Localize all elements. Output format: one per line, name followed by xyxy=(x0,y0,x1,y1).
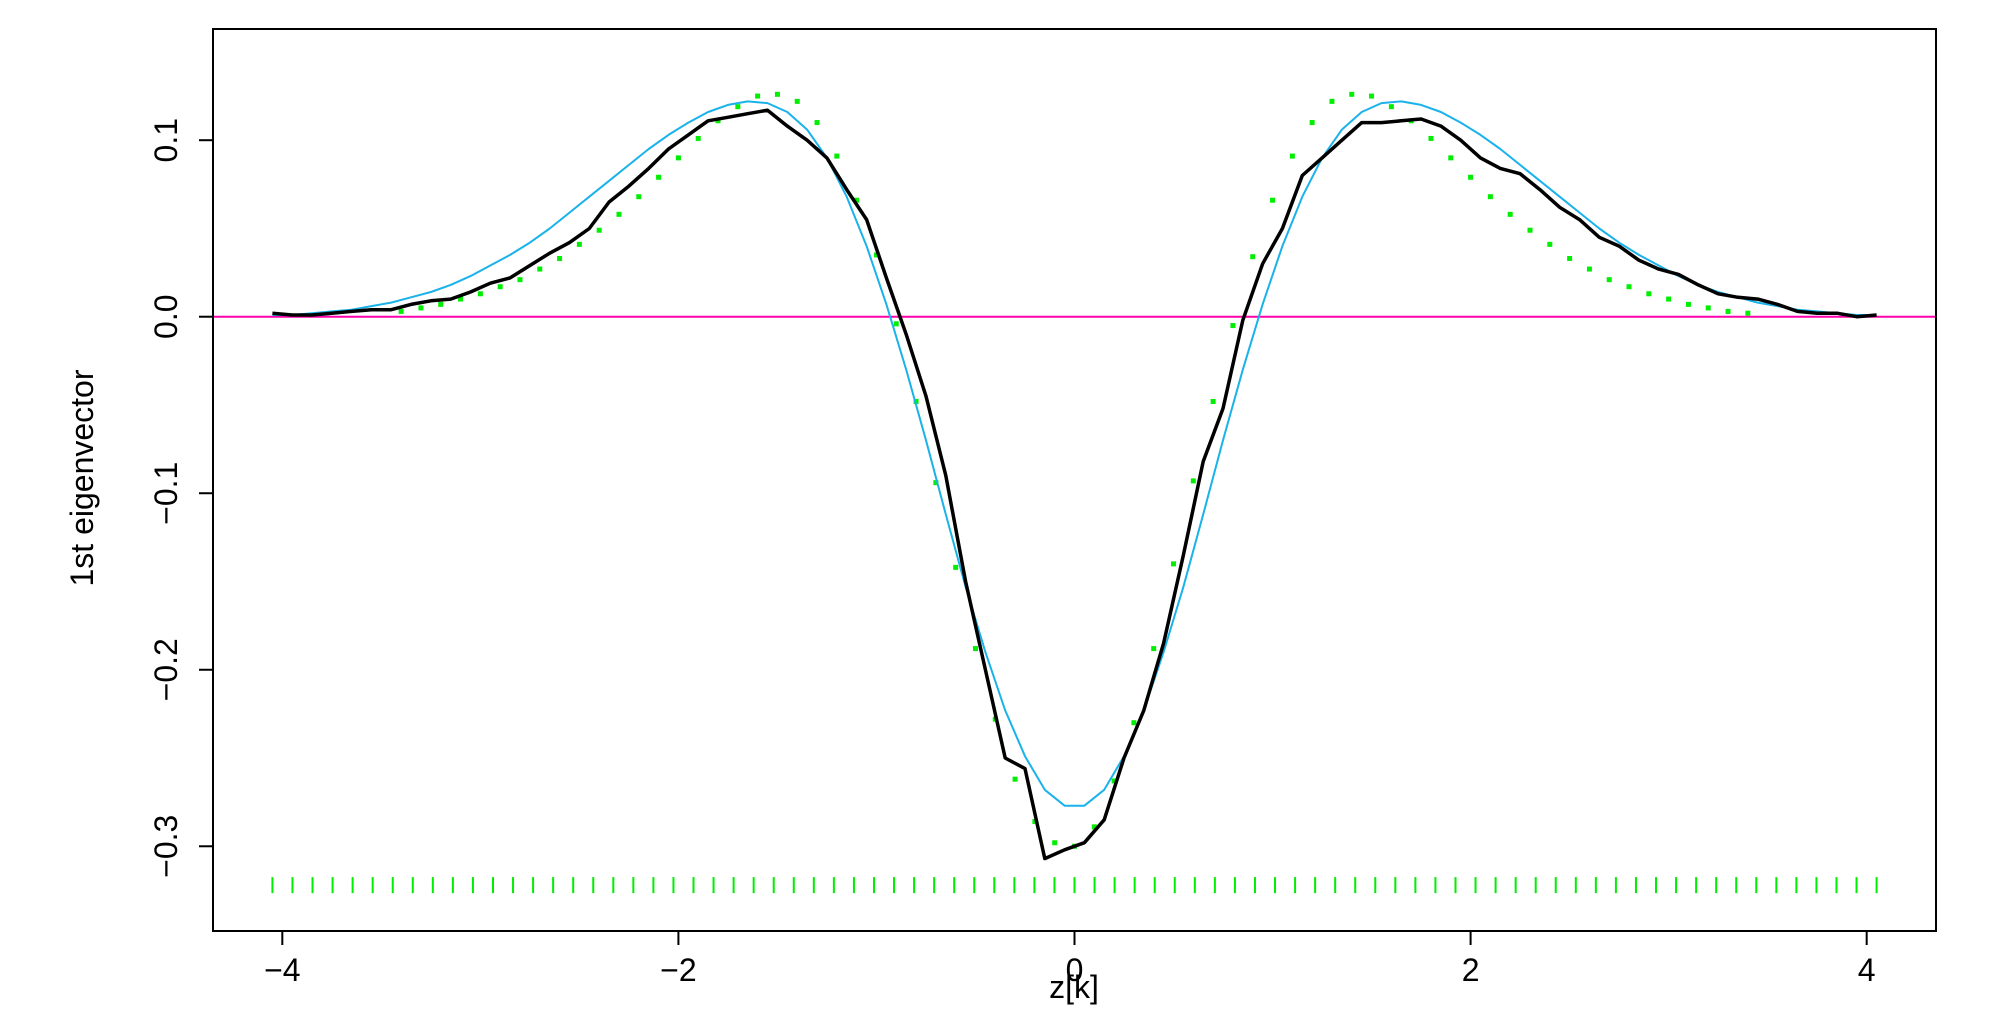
dotted-series-point xyxy=(616,211,622,217)
dotted-series-point xyxy=(458,296,464,302)
y-axis-label: 1st eigenvector xyxy=(64,369,100,586)
dotted-series-point xyxy=(1171,561,1177,567)
dotted-series-point xyxy=(1349,91,1355,97)
dotted-series-point xyxy=(1289,153,1295,159)
dotted-series-point xyxy=(1725,308,1731,314)
dotted-series-point xyxy=(1388,104,1394,110)
dotted-series-point xyxy=(1567,255,1573,261)
dotted-series-point xyxy=(1250,254,1256,260)
dotted-series-point xyxy=(1586,266,1592,272)
dotted-series-point xyxy=(1547,241,1553,247)
dotted-series-point xyxy=(1131,720,1137,726)
dotted-series-point xyxy=(1448,155,1454,161)
dotted-series-point xyxy=(1606,277,1612,283)
dotted-series-point xyxy=(537,266,543,272)
x-axis-label: z[k] xyxy=(1049,969,1099,1005)
y-tick-label: −0.2 xyxy=(148,638,184,701)
dotted-series-point xyxy=(557,255,563,261)
dotted-series-point xyxy=(1468,174,1474,180)
y-axis: −0.3 −0.2 −0.1 0.0 0.1 xyxy=(148,118,213,878)
x-tick-label: 2 xyxy=(1462,952,1480,988)
dotted-series-point xyxy=(1210,398,1216,404)
dotted-series-point xyxy=(854,197,860,203)
dotted-series-point xyxy=(972,646,978,652)
dotted-series-point xyxy=(1428,135,1434,141)
x-tick-label: 0 xyxy=(1066,952,1084,988)
dotted-series-point xyxy=(794,98,800,104)
dotted-series-point xyxy=(1745,310,1751,316)
dotted-series-point xyxy=(1190,478,1196,484)
dotted-series-point xyxy=(1091,824,1097,830)
dotted-series-point xyxy=(1230,323,1236,329)
dotted-series-point xyxy=(1329,98,1335,104)
dotted-series-point xyxy=(953,564,959,570)
y-tick-label: −0.1 xyxy=(148,462,184,525)
x-axis: −4 −2 0 2 4 xyxy=(264,931,1876,988)
dotted-series-point xyxy=(695,135,701,141)
dotted-series-point xyxy=(398,308,404,314)
dotted-series-point xyxy=(893,321,899,327)
dotted-series-point xyxy=(1646,291,1652,297)
dotted-series-point xyxy=(497,284,503,290)
rug-ticks xyxy=(271,877,1878,894)
y-tick-label: −0.3 xyxy=(148,815,184,878)
dotted-series-point xyxy=(1151,646,1157,652)
dotted-series-point xyxy=(774,91,780,97)
dotted-series-point xyxy=(735,104,741,110)
x-tick-label: −2 xyxy=(660,952,696,988)
series-lines xyxy=(272,91,1877,861)
dotted-series-point xyxy=(1705,305,1711,311)
dotted-series-point xyxy=(576,241,582,247)
dotted-series-point xyxy=(675,155,681,161)
smooth-eigenvector-line xyxy=(272,100,1877,807)
dotted-series-point xyxy=(1507,211,1513,217)
dotted-series-point xyxy=(834,153,840,159)
dotted-series-point xyxy=(873,252,879,258)
y-tick-label: 0.0 xyxy=(148,294,184,338)
dotted-series-point xyxy=(1369,93,1375,99)
dotted-series-point xyxy=(814,120,820,126)
dotted-series-point xyxy=(1527,227,1533,233)
dotted-series-point xyxy=(933,480,939,486)
estimated-eigenvector-line xyxy=(272,108,1877,861)
y-tick-label: 0.1 xyxy=(148,118,184,162)
dotted-series-point xyxy=(755,93,761,99)
dotted-series-point xyxy=(517,277,523,283)
dotted-series-point xyxy=(636,194,642,200)
x-tick-label: −4 xyxy=(264,952,300,988)
dotted-series-point xyxy=(438,301,444,307)
dotted-series-point xyxy=(1487,194,1493,200)
dotted-series-point xyxy=(1012,776,1018,782)
dotted-series-point xyxy=(1052,840,1058,846)
dotted-series-point xyxy=(1626,284,1632,290)
x-tick-label: 4 xyxy=(1858,952,1876,988)
dotted-series-point xyxy=(1270,197,1276,203)
plot-frame xyxy=(212,28,1937,932)
dotted-series-point xyxy=(477,291,483,297)
dotted-series-point xyxy=(596,227,602,233)
dotted-series-point xyxy=(1666,296,1672,302)
dotted-series-point xyxy=(418,305,424,311)
dotted-series-point xyxy=(656,174,662,180)
dotted-series-point xyxy=(1309,120,1315,126)
dotted-series-point xyxy=(1685,301,1691,307)
dotted-series-point xyxy=(1111,778,1117,784)
